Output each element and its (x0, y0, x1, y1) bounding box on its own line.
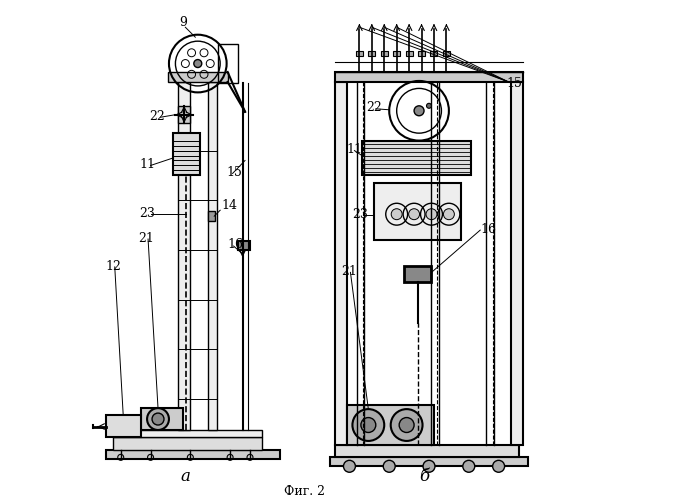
Circle shape (443, 208, 454, 220)
Text: 12: 12 (106, 260, 122, 273)
Text: б: б (419, 468, 429, 485)
Circle shape (152, 413, 164, 425)
Circle shape (426, 104, 431, 108)
Circle shape (409, 208, 420, 220)
Bar (418, 51, 425, 56)
Bar (113, 430, 262, 438)
Text: Фиг. 2: Фиг. 2 (285, 484, 325, 498)
Bar (218, 44, 238, 84)
Circle shape (361, 418, 375, 432)
Circle shape (147, 408, 169, 430)
Text: 21: 21 (341, 265, 357, 278)
Text: 14: 14 (221, 198, 237, 211)
Text: 21: 21 (138, 232, 154, 245)
Bar (141, 408, 183, 430)
Bar (374, 183, 461, 240)
Bar (404, 266, 431, 282)
Circle shape (423, 460, 435, 472)
Bar (443, 51, 450, 56)
Circle shape (391, 208, 402, 220)
Text: 15: 15 (227, 166, 242, 179)
Text: 23: 23 (140, 207, 155, 220)
Bar (335, 82, 347, 445)
Bar (335, 445, 519, 458)
Text: 11: 11 (346, 143, 362, 156)
Text: 16: 16 (227, 238, 244, 250)
Circle shape (390, 409, 422, 441)
Circle shape (399, 418, 414, 432)
Circle shape (463, 460, 475, 472)
Bar (113, 438, 262, 450)
Text: 15: 15 (506, 77, 522, 90)
Bar (405, 51, 413, 56)
Text: 22: 22 (149, 110, 165, 122)
Circle shape (414, 106, 424, 116)
Text: 23: 23 (352, 208, 368, 221)
Bar (173, 133, 200, 176)
Circle shape (493, 460, 504, 472)
Bar (368, 51, 375, 56)
Bar (381, 51, 388, 56)
Bar (238, 241, 250, 250)
Bar (347, 405, 434, 445)
Text: а: а (181, 468, 190, 485)
Text: 22: 22 (366, 101, 382, 114)
Bar (106, 415, 141, 438)
Bar (208, 82, 217, 430)
Circle shape (344, 460, 355, 472)
Text: 9: 9 (179, 16, 187, 29)
Bar (511, 82, 524, 445)
Bar (356, 51, 363, 56)
Bar (335, 72, 524, 82)
Bar (393, 51, 400, 56)
Bar (430, 51, 437, 56)
Bar (362, 140, 471, 175)
Circle shape (383, 460, 395, 472)
Circle shape (426, 208, 437, 220)
Circle shape (194, 60, 202, 68)
Bar (178, 82, 190, 430)
Bar (168, 72, 227, 82)
Bar (329, 458, 528, 466)
Text: 11: 11 (140, 158, 155, 172)
Bar (106, 450, 280, 459)
Bar (208, 211, 215, 221)
Bar (178, 106, 190, 123)
Text: 16: 16 (480, 223, 496, 236)
Circle shape (352, 409, 384, 441)
